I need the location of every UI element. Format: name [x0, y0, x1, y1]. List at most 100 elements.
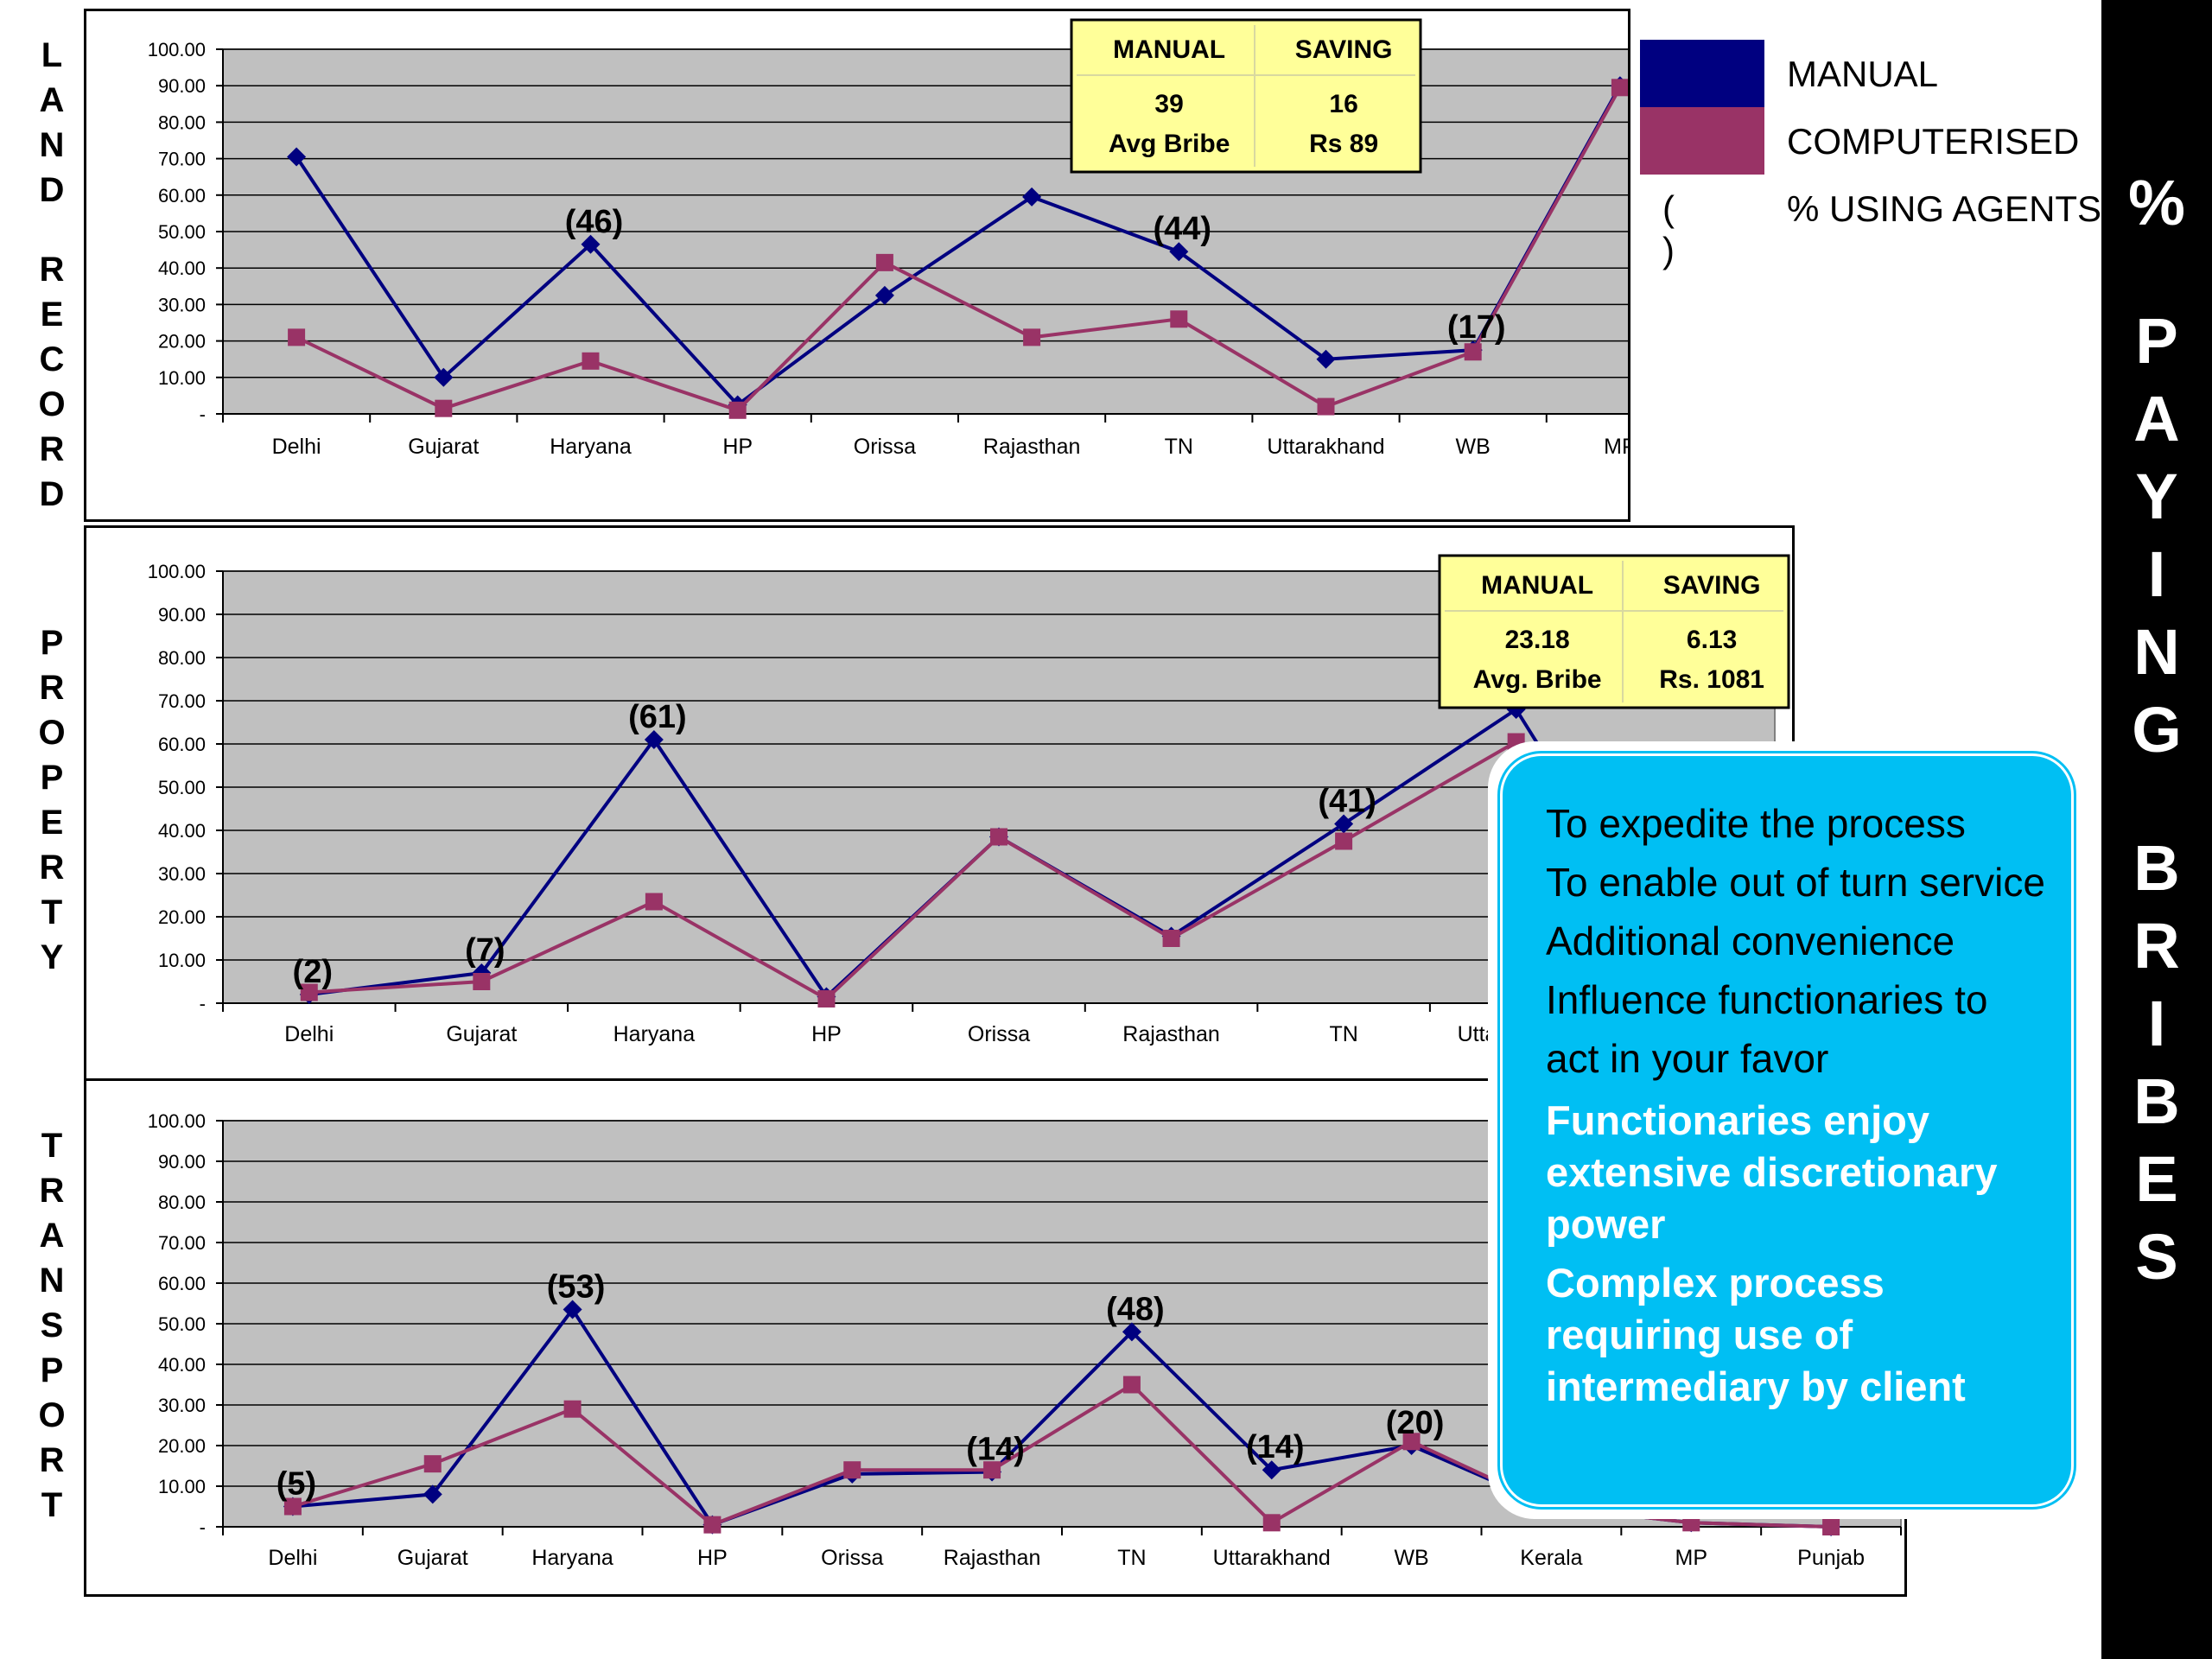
x-tick-label: Delhi	[284, 1022, 334, 1046]
y-tick-label: 40.00	[158, 257, 206, 279]
x-tick-label: WB	[1456, 435, 1491, 459]
agents-percent-label: (41)	[1318, 784, 1376, 820]
agents-percent-label: (53)	[547, 1269, 606, 1306]
manual-data-point	[287, 147, 307, 167]
computerised-data-point	[435, 399, 453, 417]
x-tick-label: Rajasthan	[1122, 1022, 1220, 1046]
agents-percent-label: (14)	[1246, 1429, 1305, 1465]
y-tick-label: 30.00	[158, 1395, 206, 1416]
right-title-letter: B	[2133, 1065, 2180, 1137]
transport-letter: R	[39, 1441, 65, 1479]
right-title-bar	[2101, 0, 2212, 1659]
computerised-data-point	[1402, 1433, 1421, 1451]
y-tick-label: 60.00	[158, 734, 206, 755]
x-tick-label: HP	[722, 435, 753, 459]
y-tick-label: 70.00	[158, 1232, 206, 1254]
computerised-data-point	[1317, 397, 1335, 416]
computerised-series-line	[296, 86, 1622, 413]
summary-cell: SAVING	[1295, 35, 1393, 64]
x-tick-label: WB	[1394, 1546, 1428, 1570]
reason-3: Additional convenience	[1546, 918, 1955, 963]
property-letter: R	[39, 849, 65, 887]
summary-cell: Rs. 1081	[1659, 665, 1764, 694]
summary-box	[1438, 554, 1790, 709]
agents-percent-label: (46)	[565, 204, 624, 240]
manual-data-point	[1169, 242, 1189, 262]
manual-series-line	[295, 85, 1622, 408]
right-title-letter: Y	[2135, 461, 2178, 532]
computerised-data-point	[283, 1497, 302, 1516]
x-tick-label: Delhi	[268, 1546, 317, 1570]
summary-cell: 16	[1329, 90, 1357, 118]
right-title: % P A Y I N G B R I B E S	[2101, 164, 2212, 1296]
x-tick-label: Haryana	[613, 1022, 696, 1046]
land-record-letter: O	[38, 385, 66, 423]
land-record-letter: R	[39, 251, 65, 289]
computerised-data-point	[473, 973, 491, 990]
summary-cell: 6.13	[1687, 626, 1737, 654]
right-title-letter: P	[2135, 305, 2178, 377]
x-tick-label: Uttarakhand	[1213, 1546, 1331, 1570]
legend-manual-swatch	[1640, 40, 1764, 107]
summary-cell: Rs 89	[1309, 130, 1378, 158]
reasons-callout-inner: To expedite the process To enable out of…	[1500, 753, 2074, 1507]
y-tick-label: 60.00	[158, 1273, 206, 1294]
computerised-data-point	[1122, 1376, 1141, 1394]
transport-letter: R	[39, 1172, 65, 1210]
computerised-data-point	[817, 990, 836, 1007]
property-letter: P	[40, 759, 64, 797]
computerised-data-point	[1611, 79, 1629, 97]
computerised-data-point	[1335, 832, 1353, 850]
land-record-letter: N	[39, 126, 65, 164]
x-tick-label: Gujarat	[446, 1022, 517, 1046]
y-tick-label: 30.00	[158, 863, 206, 885]
x-tick-label: TN	[1117, 1546, 1146, 1570]
transport-letter: O	[38, 1396, 66, 1434]
computerised-data-point	[843, 1461, 861, 1479]
land-record-letter: L	[41, 36, 63, 74]
y-tick-label: 30.00	[158, 294, 206, 315]
y-tick-label: 50.00	[158, 777, 206, 798]
x-tick-label: Rajasthan	[944, 1546, 1041, 1570]
x-tick-label: Punjab	[1797, 1546, 1865, 1570]
x-tick-label: MP	[1604, 435, 1628, 459]
land-record-letter: D	[39, 171, 65, 209]
transport-letter: N	[39, 1262, 65, 1300]
legend-manual-label: MANUAL	[1787, 54, 1939, 94]
right-title-letter: E	[2135, 1143, 2178, 1215]
y-tick-label: 70.00	[158, 149, 206, 170]
x-tick-label: Haryana	[550, 435, 632, 459]
computerised-data-point	[300, 983, 318, 1001]
manual-data-point	[1262, 1460, 1281, 1480]
y-tick-label: 10.00	[158, 367, 206, 389]
land-record-letter: C	[39, 340, 65, 378]
x-tick-label: Haryana	[531, 1546, 613, 1570]
y-tick-label: 20.00	[158, 331, 206, 353]
x-tick-label: Gujarat	[408, 435, 479, 459]
summary-cell: MANUAL	[1481, 571, 1593, 600]
x-tick-label: Rajasthan	[983, 435, 1081, 459]
reason-1: To expedite the process	[1546, 801, 1966, 846]
manual-data-point	[1022, 187, 1042, 207]
x-tick-label: Uttarakhand	[1267, 435, 1384, 459]
x-tick-label: Delhi	[272, 435, 321, 459]
x-tick-label: Orissa	[854, 435, 916, 459]
right-title-letter: %	[2128, 167, 2185, 238]
cause-2: Complex process requiring use of interme…	[1546, 1260, 1966, 1409]
y-tick-label: 40.00	[158, 1354, 206, 1376]
computerised-data-point	[288, 328, 306, 346]
right-title-letter: S	[2135, 1221, 2178, 1293]
cause-1: Functionaries enjoy extensive discretion…	[1546, 1097, 1998, 1247]
y-tick-label: 80.00	[158, 1192, 206, 1213]
y-tick-label: -	[200, 993, 206, 1014]
agents-percent-label: (20)	[1386, 1405, 1445, 1441]
manual-data-point	[563, 1300, 582, 1319]
agents-percent-label: (14)	[966, 1432, 1025, 1468]
right-title-letter: G	[2132, 694, 2182, 766]
y-tick-label: 70.00	[158, 690, 206, 712]
computerised-data-point	[1023, 328, 1041, 346]
transport-letter: T	[41, 1486, 63, 1524]
summary-cell: MANUAL	[1113, 35, 1225, 64]
